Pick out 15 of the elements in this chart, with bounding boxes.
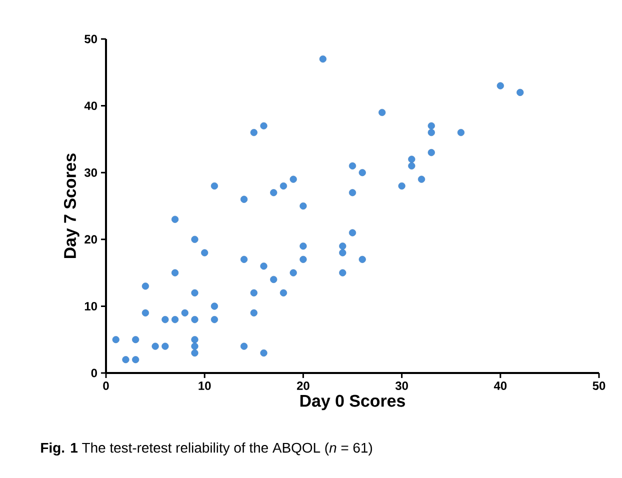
x-tick-label: 10 [198,382,211,390]
y-tick-label: 40 [84,102,97,110]
y-tick-label: 30 [84,168,97,177]
y-tick-label: 0 [91,368,97,378]
x-tick-label: 50 [592,382,606,390]
x-tick-label: 40 [494,382,507,390]
x-tick-label: 20 [296,382,310,390]
y-tick-label: 20 [84,235,97,244]
x-tick-label: 30 [395,382,408,390]
y-tick-label: 50 [84,34,97,44]
x-tick-label: 0 [103,382,109,390]
text: Fig. 1 The test-retest reliability of the ABQOL (n = 61) [41,442,372,456]
y-tick-label: 10 [84,302,97,310]
y-axis-title: Day 7 Scores [64,154,80,258]
x-axis-title: Day 0 Scores [300,394,405,410]
